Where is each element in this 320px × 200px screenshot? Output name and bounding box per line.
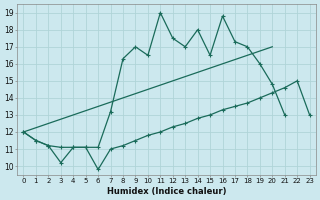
- X-axis label: Humidex (Indice chaleur): Humidex (Indice chaleur): [107, 187, 226, 196]
